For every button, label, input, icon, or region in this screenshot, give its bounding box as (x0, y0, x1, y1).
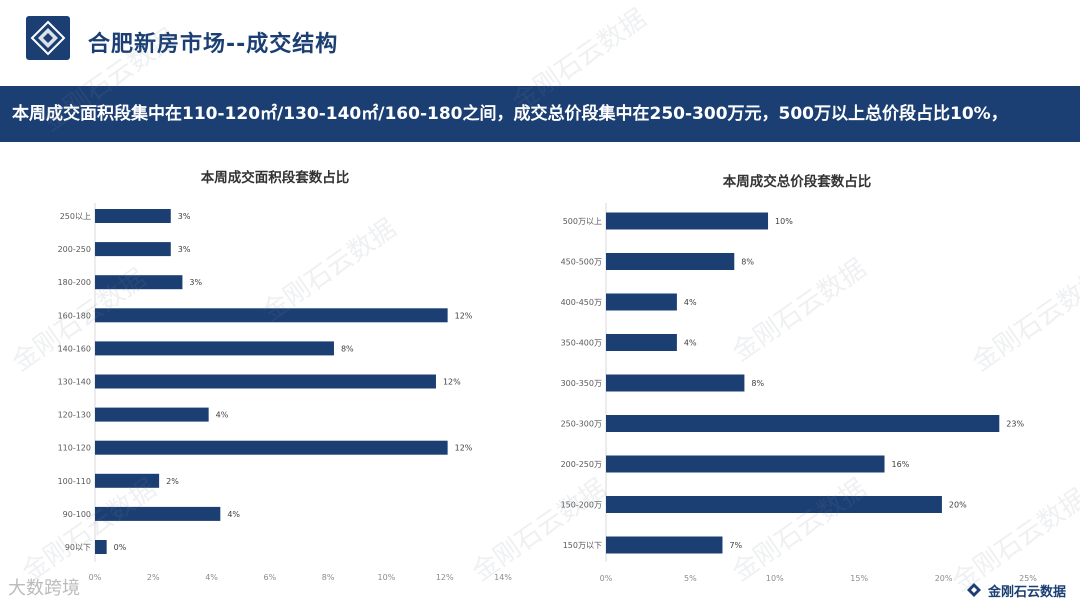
price-chart-x-tick-label: 25% (1019, 574, 1037, 583)
area-chart-category-label: 120-130 (58, 411, 91, 420)
area-chart-data-label: 4% (216, 411, 229, 420)
area-chart-bar (95, 209, 171, 223)
price-chart-category-label: 250-300万 (561, 420, 602, 429)
price-chart-category-label: 300-350万 (561, 379, 602, 388)
summary-banner-text: 本周成交面积段集中在110-120㎡/130-140㎡/160-180之间，成交… (12, 104, 1008, 124)
area-chart-category-label: 250以上 (60, 212, 91, 221)
price-chart-x-tick-label: 15% (850, 574, 868, 583)
area-chart-bar (95, 473, 160, 488)
area-chart-data-label: 8% (341, 344, 354, 353)
area-chart-bar (95, 275, 183, 290)
area-chart-category-label: 160-180 (58, 311, 91, 320)
price-chart-data-label: 4% (684, 298, 697, 307)
area-chart-x-tick-label: 8% (322, 573, 335, 582)
summary-banner: 本周成交面积段集中在110-120㎡/130-140㎡/160-180之间，成交… (0, 86, 1080, 142)
price-chart-data-label: 16% (892, 460, 910, 469)
area-chart-data-label: 3% (189, 278, 202, 287)
source-watermark: 大数跨境 (8, 574, 80, 600)
area-chart-x-tick-label: 4% (205, 573, 218, 582)
area-chart-data-label: 3% (178, 245, 191, 254)
area-chart-x-tick-label: 0% (89, 573, 102, 582)
price-chart-x-tick-label: 20% (935, 574, 953, 583)
area-chart-data-label: 4% (227, 510, 240, 519)
area-chart-data-label: 12% (455, 311, 473, 320)
area-chart-category-label: 100-110 (58, 477, 91, 486)
area-chart-bar (95, 242, 171, 257)
source-watermark-text: 大数跨境 (8, 578, 80, 599)
price-chart-data-label: 20% (949, 501, 967, 510)
area-chart-data-label: 2% (166, 477, 179, 486)
area-chart-x-tick-label: 10% (378, 573, 396, 582)
price-chart-data-label: 4% (684, 339, 697, 348)
area-chart-category-label: 180-200 (58, 278, 91, 287)
price-chart-data-label: 7% (729, 541, 742, 550)
area-chart-bar (95, 374, 436, 389)
price-chart-category-label: 450-500万 (561, 258, 602, 267)
area-chart-x-tick-label: 2% (147, 573, 160, 582)
price-chart-category-label: 350-400万 (561, 339, 602, 348)
price-chart-data-label: 8% (751, 379, 764, 388)
price-chart-x-tick-label: 10% (766, 574, 784, 583)
area-chart-bar (95, 440, 448, 455)
area-chart-bar (95, 308, 448, 323)
price-chart-bar (606, 334, 677, 351)
area-chart-category-label: 200-250 (58, 245, 91, 254)
price-chart-bar (606, 253, 735, 270)
price-chart-category-label: 150万以下 (563, 541, 602, 550)
area-chart-bar (95, 407, 209, 422)
page-title: 合肥新房市场--成交结构 (88, 32, 339, 57)
area-chart-bar (95, 506, 221, 521)
price-chart-bar (606, 374, 745, 392)
price-chart-title: 本周成交总价段套数占比 (722, 174, 872, 190)
area-chart-category-label: 90-100 (63, 510, 91, 519)
price-chart-data-label: 23% (1006, 420, 1024, 429)
price-chart-bar (606, 415, 1000, 432)
price-chart-bar (606, 536, 723, 554)
area-chart-x-tick-label: 12% (436, 573, 454, 582)
area-chart-title: 本周成交面积段套数占比 (200, 170, 350, 186)
price-chart-category-label: 200-250万 (561, 460, 602, 469)
diamond-logo-icon (30, 20, 66, 56)
brand-footer-text: 金刚石云数据 (988, 585, 1067, 600)
header: 合肥新房市场--成交结构 (0, 0, 1080, 80)
price-chart-category-label: 400-450万 (561, 298, 602, 307)
price-chart-category-label: 500万以上 (563, 217, 602, 226)
area-chart-category-label: 90以下 (65, 543, 91, 552)
area-chart-bar (95, 540, 107, 554)
area-chart-category-label: 110-120 (58, 444, 91, 453)
diamond-logo-icon (967, 583, 981, 597)
area-chart-category-label: 130-140 (58, 378, 91, 387)
area-chart-x-tick-label: 14% (494, 573, 512, 582)
area-chart-data-label: 3% (178, 212, 191, 221)
logo (26, 16, 70, 60)
price-chart-data-label: 8% (741, 258, 754, 267)
area-chart-category-label: 140-160 (58, 344, 91, 353)
price-chart-bar (606, 496, 942, 513)
price-chart-category-label: 150-200万 (561, 501, 602, 510)
price-chart-x-tick-label: 0% (600, 574, 613, 583)
price-chart-bar (606, 293, 677, 311)
price-chart-data-label: 10% (775, 217, 793, 226)
area-chart-x-tick-label: 6% (264, 573, 277, 582)
area-chart-bar (95, 341, 334, 356)
area-chart-data-label: 12% (443, 378, 461, 387)
price-chart-bar (606, 455, 885, 473)
area-chart-data-label: 12% (455, 444, 473, 453)
area-chart-data-label: 0% (114, 543, 127, 552)
price-chart-bar (606, 212, 769, 230)
price-chart-x-tick-label: 5% (684, 574, 697, 583)
